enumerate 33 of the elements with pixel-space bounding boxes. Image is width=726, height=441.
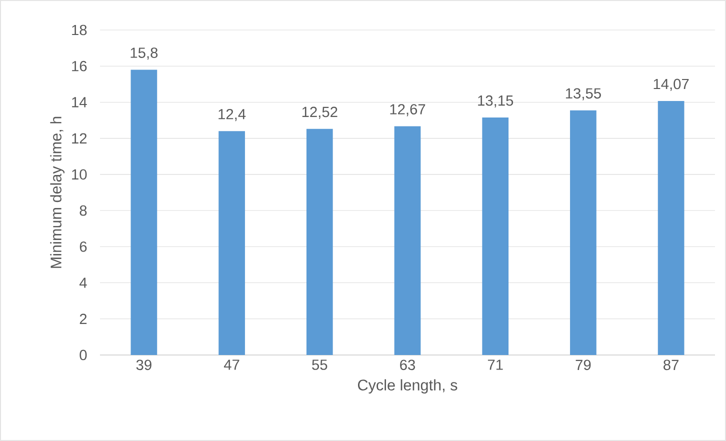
- bar: [394, 126, 421, 355]
- y-tick-label: 4: [79, 278, 87, 288]
- data-label: 13,15: [478, 95, 514, 108]
- y-tick-label: 14: [72, 97, 87, 108]
- y-tick-label: 0: [80, 350, 87, 360]
- data-label: 15,8: [130, 48, 158, 60]
- y-axis-title: Minimum delay time, h: [50, 116, 64, 268]
- x-tick-label: 39: [136, 360, 152, 370]
- data-label: 12,4: [218, 108, 246, 122]
- bar: [218, 131, 245, 355]
- y-tick-label: 10: [72, 169, 87, 180]
- x-tick-label: 87: [664, 360, 678, 370]
- x-axis-title: Cycle length, s: [358, 379, 458, 394]
- x-tick-label: 63: [400, 360, 416, 370]
- y-tick-label: 8: [80, 205, 87, 216]
- y-tick-label: 12: [72, 133, 87, 144]
- data-label: 14,07: [654, 78, 689, 91]
- x-tick-label: 79: [576, 360, 591, 370]
- bar: [306, 128, 333, 355]
- y-tick-label: 2: [80, 314, 87, 324]
- x-tick-label: 55: [312, 360, 328, 370]
- bar: [482, 118, 509, 355]
- bar: [658, 100, 684, 355]
- y-tick-label: 6: [80, 241, 87, 252]
- x-tick-label: 47: [224, 360, 240, 370]
- x-tick-label: 71: [488, 360, 503, 370]
- data-label: 13,55: [566, 88, 601, 100]
- bar: [130, 70, 158, 355]
- y-tick-label: 16: [72, 60, 87, 72]
- data-label: 12,67: [390, 104, 426, 116]
- bar: [570, 110, 596, 355]
- data-label: 12,52: [302, 106, 338, 119]
- y-tick-label: 18: [72, 24, 87, 36]
